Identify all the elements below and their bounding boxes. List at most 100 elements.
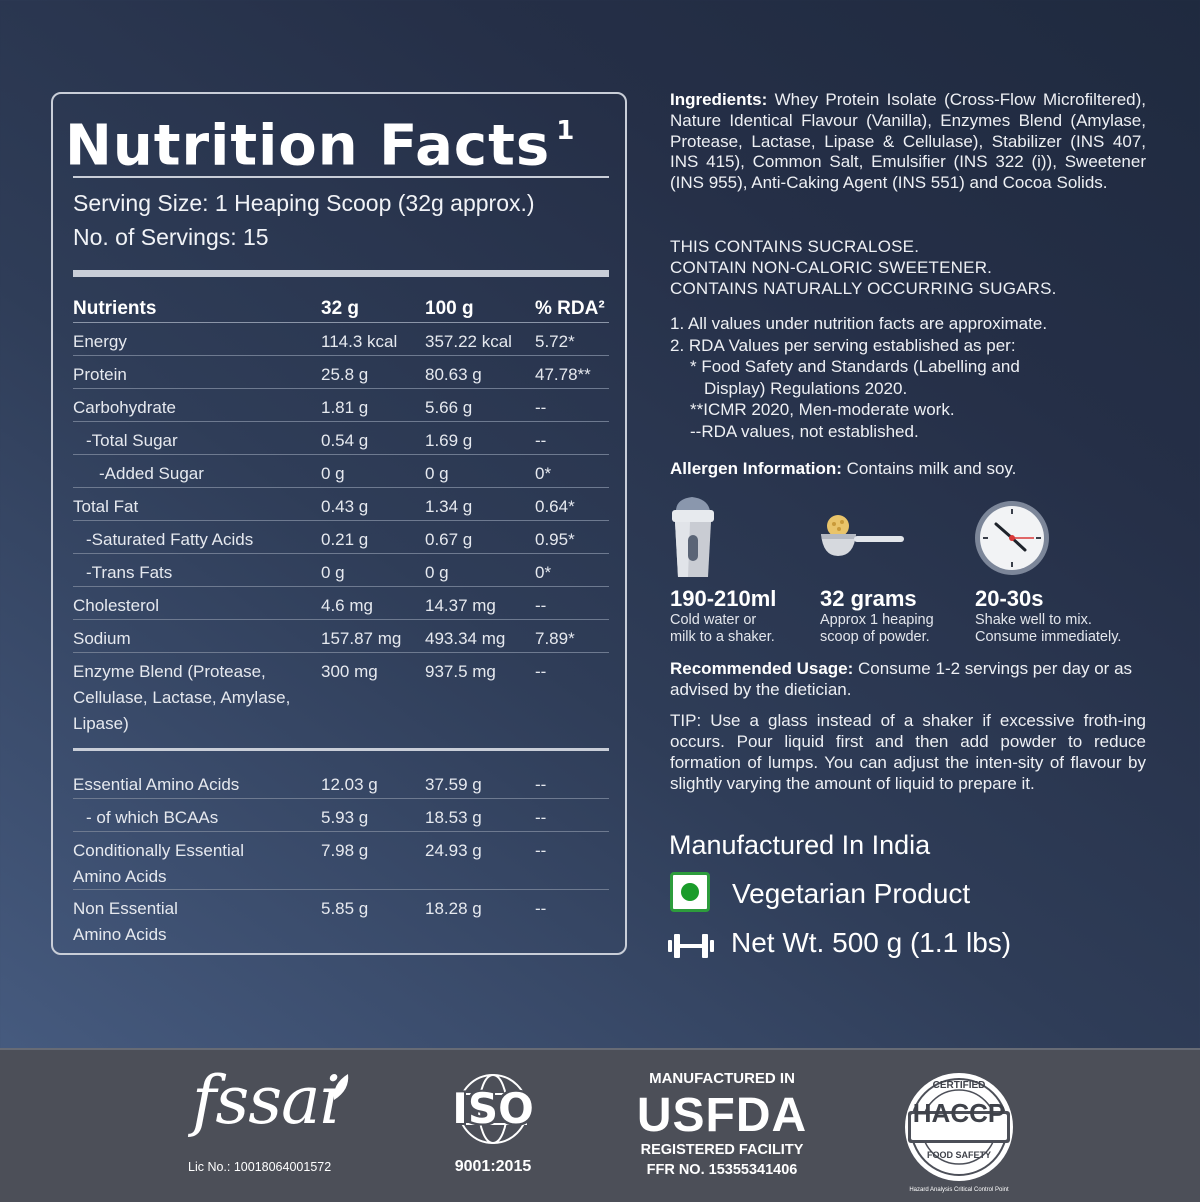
step-volume-desc: Cold water or milk to a shaker.: [670, 612, 775, 646]
ingredients-label: Ingredients:: [670, 90, 768, 109]
warning-line: CONTAIN NON-CALORIC SWEETENER.: [670, 258, 993, 277]
nutrient-rda: --: [535, 431, 547, 450]
nutrient-name: -Saturated Fatty Acids: [86, 530, 254, 549]
divider: [73, 748, 609, 751]
haccp-seal-icon: [902, 1070, 1016, 1184]
amino-rda: --: [535, 899, 547, 918]
leaf-icon: [330, 1072, 352, 1102]
scoop-icon: [820, 512, 906, 562]
nutrient-name: -Total Sugar: [86, 431, 178, 450]
amino-per-100g: 18.53 g: [425, 808, 482, 827]
footnote-2b: **ICMR 2020, Men-moderate work.: [690, 400, 955, 419]
table-row: Total Fat 0.43 g 1.34 g 0.64*: [73, 488, 609, 521]
nutrient-name: -Added Sugar: [99, 464, 204, 483]
nutrition-facts-panel: Nutrition Facts 1 Serving Size: 1 Heaping…: [51, 92, 627, 955]
step-volume-title: 190-210ml: [670, 586, 777, 611]
nutrient-rda: --: [535, 662, 547, 681]
nutrient-per-100g: 14.37 mg: [425, 596, 496, 615]
fssai-logo: fssai: [192, 1062, 341, 1139]
haccp-food-safety: FOOD SAFETY: [926, 1150, 991, 1160]
divider: [73, 176, 609, 178]
usage-text: Consume 1-2 servings per day or as advis…: [670, 659, 1133, 699]
allergen-text: Contains milk and soy.: [841, 459, 1017, 478]
nutrient-per-serving: 300 mg: [321, 662, 378, 681]
footnote-2c: --RDA values, not established.: [690, 421, 919, 441]
nutrient-per-serving: 0.54 g: [321, 431, 369, 450]
amino-name: - of which BCAAs: [86, 808, 219, 827]
nutrient-per-serving: 4.6 mg: [321, 596, 373, 615]
nutrient-per-100g: 5.66 g: [425, 398, 473, 417]
title-footnote-marker: 1: [556, 116, 576, 146]
globe-icon: [446, 1072, 540, 1146]
nutrient-name: Protein: [73, 365, 127, 384]
nutrient-per-serving: 25.8 g: [321, 365, 369, 384]
amino-rda: --: [535, 808, 547, 827]
haccp-label: HACCP: [912, 1098, 1006, 1128]
nutrient-name: Carbohydrate: [73, 398, 177, 417]
nutrient-per-100g: 1.34 g: [425, 497, 473, 516]
table-row: -Total Sugar 0.54 g 1.69 g --: [73, 422, 609, 455]
nutrient-per-100g: 0 g: [425, 563, 449, 582]
amino-per-serving: 12.03 g: [321, 775, 378, 794]
footnotes: 1. All values under nutrition facts are …: [670, 313, 1160, 442]
nutrient-per-serving: 114.3 kcal: [321, 332, 398, 351]
servings-count: No. of Servings: 15: [73, 224, 269, 250]
header-per-serving: 32 g: [321, 298, 360, 319]
amino-name: Conditionally Essential Amino Acids: [73, 841, 245, 886]
amino-per-serving: 5.85 g: [321, 899, 369, 918]
thick-divider: [73, 270, 609, 277]
step-time-title: 20-30s: [975, 586, 1044, 611]
nutrient-per-100g: 80.63 g: [425, 365, 482, 384]
table-row: Sodium 157.87 mg 493.34 mg 7.89*: [73, 620, 609, 653]
footnote-2: 2. RDA Values per serving established as…: [670, 335, 1016, 355]
nutrient-per-100g: 937.5 mg: [425, 662, 496, 681]
header-per-100g: 100 g: [425, 298, 474, 319]
nutrient-name: -Trans Fats: [86, 563, 173, 582]
nutrient-rda: --: [535, 596, 547, 615]
amino-per-100g: 37.59 g: [425, 775, 482, 794]
amino-name: Essential Amino Acids: [73, 775, 240, 794]
step-desc-line: Approx 1 heaping: [820, 612, 934, 628]
nutrient-per-100g: 0.67 g: [425, 530, 473, 549]
table-row: Enzyme Blend (Protease, Cellulase, Lacta…: [73, 653, 609, 743]
amino-per-100g: 24.93 g: [425, 841, 482, 860]
allergen-label: Allergen Information:: [670, 459, 842, 478]
ingredients-block: Ingredients: Whey Protein Isolate (Cross…: [670, 90, 1146, 194]
header-nutrients: Nutrients: [73, 298, 157, 319]
amino-rda: --: [535, 775, 547, 794]
usage-label: Recommended Usage:: [670, 659, 854, 678]
serving-size: Serving Size: 1 Heaping Scoop (32g appro…: [73, 190, 535, 216]
step-amount-desc: Approx 1 heaping scoop of powder.: [820, 612, 934, 646]
nutrient-name: Energy: [73, 332, 127, 351]
nutrient-per-100g: 0 g: [425, 464, 449, 483]
ingredients-text: Whey Protein Isolate (Cross-Flow Microfi…: [670, 90, 1146, 193]
allergen-info: Allergen Information: Contains milk and …: [670, 458, 1150, 479]
amino-acid-table: Essential Amino Acids 12.03 g 37.59 g --…: [73, 766, 609, 947]
amino-per-100g: 18.28 g: [425, 899, 482, 918]
table-row: -Saturated Fatty Acids 0.21 g 0.67 g 0.9…: [73, 521, 609, 554]
table-row: -Added Sugar 0 g 0 g 0*: [73, 455, 609, 488]
net-weight: Net Wt. 500 g (1.1 lbs): [731, 927, 1012, 958]
footnote-2a-cont: Display) Regulations 2020.: [704, 378, 908, 398]
warning-line: CONTAINS NATURALLY OCCURRING SUGARS.: [670, 279, 1057, 298]
sweetener-warnings: THIS CONTAINS SUCRALOSE. CONTAIN NON-CAL…: [670, 236, 1150, 299]
nutrient-per-100g: 493.34 mg: [425, 629, 506, 648]
table-row: Conditionally Essential Amino Acids 7.98…: [73, 832, 609, 890]
nutrient-rda: 7.89*: [535, 629, 575, 648]
nutrient-name: Total Fat: [73, 497, 139, 516]
amino-per-serving: 5.93 g: [321, 808, 369, 827]
usfda-registered: REGISTERED FACILITY: [640, 1142, 804, 1158]
fssai-license: Lic No.: 10018064001572: [188, 1160, 332, 1174]
nutrition-title: Nutrition Facts 1: [65, 104, 575, 180]
step-desc-line: Shake well to mix.: [975, 612, 1092, 628]
nutrient-rda: 47.78**: [535, 365, 591, 384]
step-desc-line: milk to a shaker.: [670, 629, 775, 645]
nutrient-per-serving: 1.81 g: [321, 398, 369, 417]
header-rda: % RDA²: [535, 298, 605, 319]
table-row: Essential Amino Acids 12.03 g 37.59 g --: [73, 766, 609, 799]
nutrition-title-text: Nutrition Facts: [65, 113, 551, 179]
nutrient-per-serving: 0 g: [321, 563, 345, 582]
nutrient-per-100g: 1.69 g: [425, 431, 473, 450]
iso-logo: ISO: [452, 1084, 534, 1133]
manufactured-in-india: Manufactured In India: [669, 830, 931, 860]
